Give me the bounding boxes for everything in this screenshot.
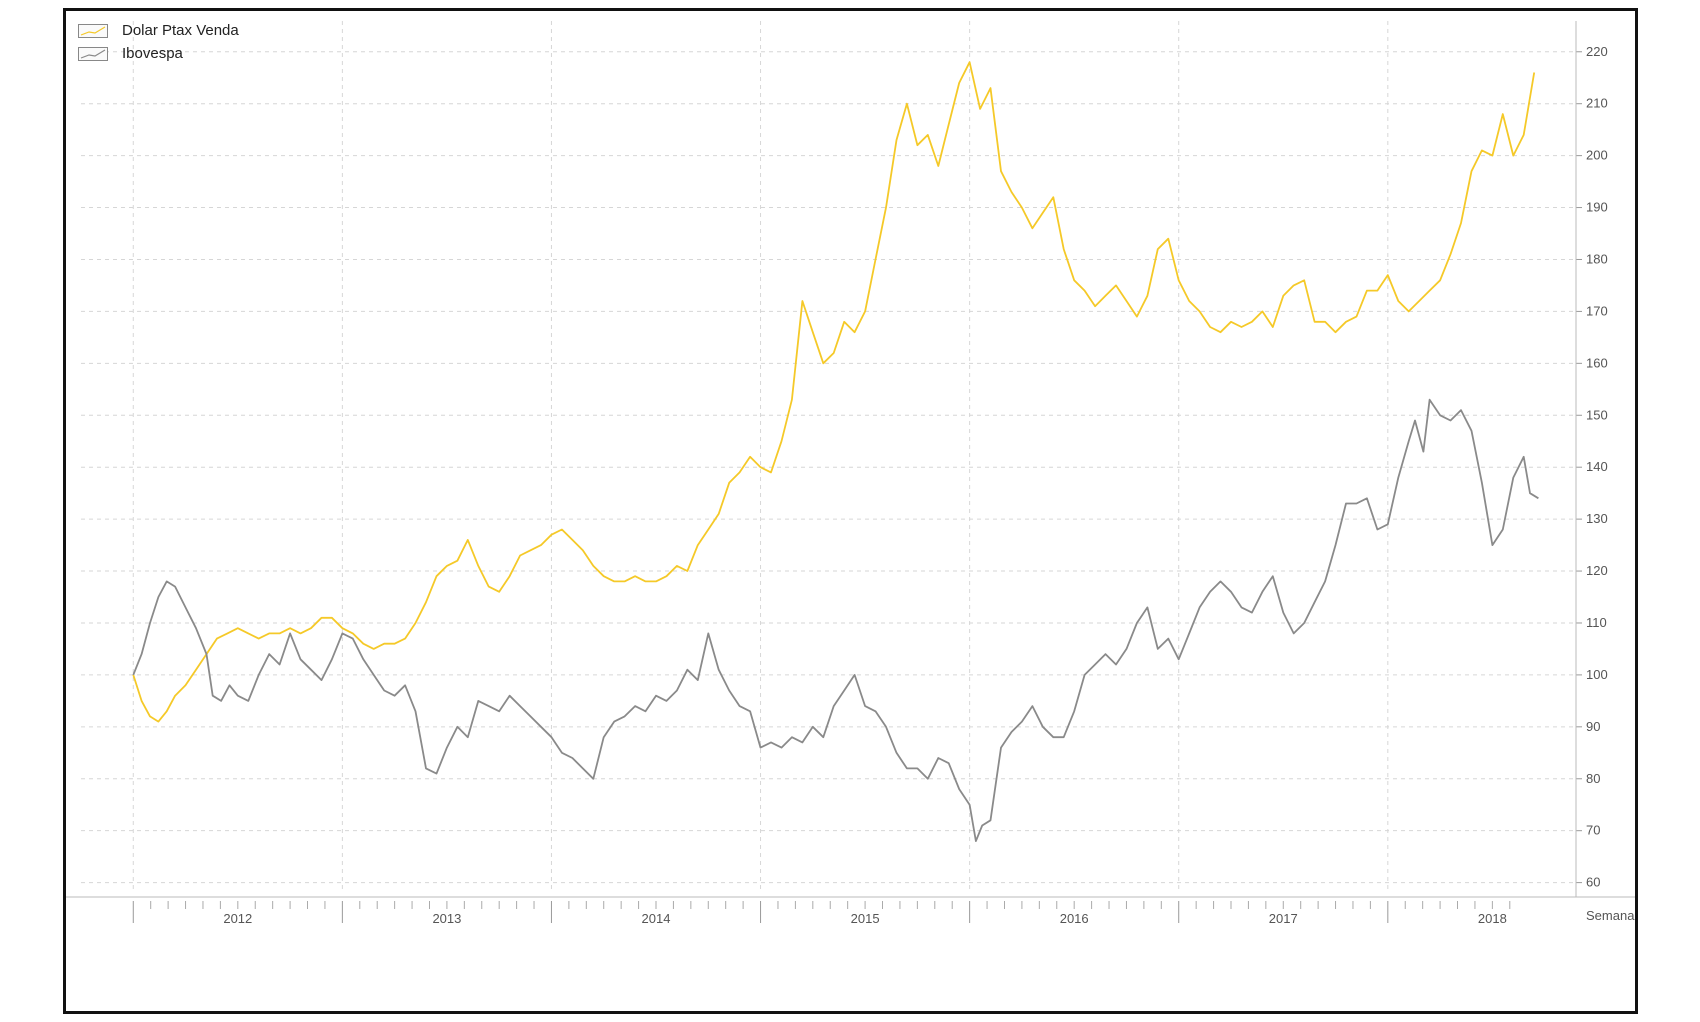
y-tick-label: 80	[1586, 771, 1600, 786]
axis-layer: 60 70 80 90 100 110 120 130 140 150 160 170 180 190 20…	[66, 21, 1635, 926]
x-tick-label: 2016	[1060, 911, 1089, 926]
x-tick-label: 2018	[1478, 911, 1507, 926]
series-line-ibovespa	[132, 398, 1539, 842]
y-tick-label: 150	[1586, 407, 1608, 422]
y-tick-label: 180	[1586, 251, 1608, 266]
y-tick-label: 220	[1586, 44, 1608, 59]
legend-item-dolar[interactable]: Dolar Ptax Venda	[78, 19, 239, 42]
y-tick-label: 200	[1586, 148, 1608, 163]
x-tick-label: 2014	[642, 911, 671, 926]
chart-legend: Dolar Ptax Venda Ibovespa	[78, 19, 239, 65]
legend-label-ibovespa: Ibovespa	[122, 45, 183, 62]
y-tick-label: 100	[1586, 667, 1608, 682]
legend-swatch-ibovespa	[78, 46, 108, 61]
y-tick-label: 70	[1586, 823, 1600, 838]
x-tick-label: 2012	[223, 911, 252, 926]
y-tick-label: 210	[1586, 96, 1608, 111]
y-tick-label: 90	[1586, 719, 1600, 734]
y-tick-label: 120	[1586, 563, 1608, 578]
x-tick-label: 2013	[432, 911, 461, 926]
legend-item-ibovespa[interactable]: Ibovespa	[78, 42, 239, 65]
x-tick-label: 2015	[851, 911, 880, 926]
y-tick-label: 110	[1586, 615, 1607, 630]
x-tick-label: 2017	[1269, 911, 1298, 926]
series-layer	[132, 61, 1539, 842]
y-tick-label: 170	[1586, 303, 1608, 318]
series-line-dolar	[132, 61, 1536, 723]
grid-layer	[81, 21, 1576, 893]
y-tick-label: 190	[1586, 200, 1608, 215]
y-tick-label: 130	[1586, 511, 1608, 526]
line-chart: 60 70 80 90 100 110 120 130 140 150 160 170 180 190 20…	[66, 21, 1635, 926]
chart-frame: 60 70 80 90 100 110 120 130 140 150 160 170 180 190 20…	[63, 8, 1638, 1014]
y-tick-label: 140	[1586, 459, 1608, 474]
legend-swatch-dolar	[78, 23, 108, 38]
y-tick-label: 160	[1586, 355, 1608, 370]
x-axis-label: Semana	[1586, 908, 1635, 923]
legend-label-dolar: Dolar Ptax Venda	[122, 22, 239, 39]
y-tick-label: 60	[1586, 875, 1600, 890]
